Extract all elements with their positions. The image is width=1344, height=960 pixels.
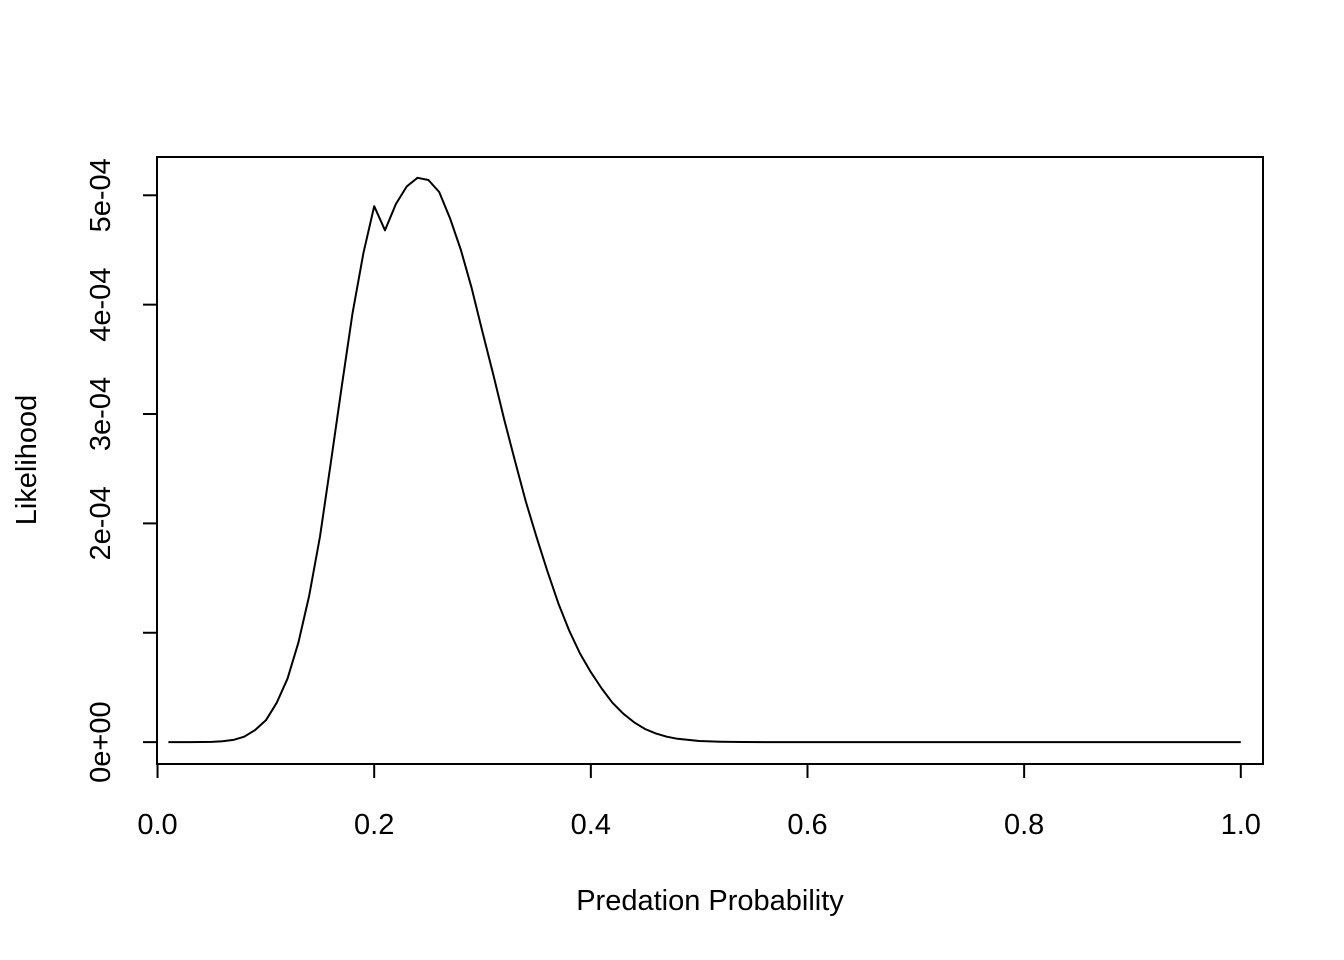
y-tick-label: 5e-04 [85, 158, 117, 232]
y-tick-label: 3e-04 [85, 377, 117, 451]
x-tick-label: 1.0 [1221, 809, 1261, 841]
likelihood-curve [168, 176, 1241, 744]
y-tick-label: 4e-04 [85, 268, 117, 342]
y-axis-title: Likelihood [11, 395, 43, 526]
y-axis: 0e+00 2e-04 3e-04 4e-04 5e-04 [85, 158, 158, 783]
y-tick-label: 2e-04 [85, 486, 117, 560]
x-tick-label: 0.4 [571, 809, 611, 841]
plot-frame [156, 156, 1264, 765]
x-tick-label: 0.8 [1004, 809, 1044, 841]
x-tick-label: 0.0 [137, 809, 177, 841]
x-axis: 0.0 0.2 0.4 0.6 0.8 1.0 [137, 763, 1261, 841]
x-tick-label: 0.6 [787, 809, 827, 841]
x-axis-title: Predation Probability [576, 885, 844, 917]
x-tick-label: 0.2 [354, 809, 394, 841]
y-tick-label: 0e+00 [85, 701, 117, 782]
